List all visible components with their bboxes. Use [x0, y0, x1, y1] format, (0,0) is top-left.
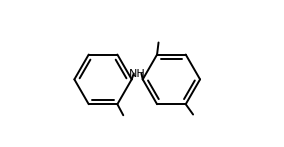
Text: NH: NH: [129, 69, 146, 78]
